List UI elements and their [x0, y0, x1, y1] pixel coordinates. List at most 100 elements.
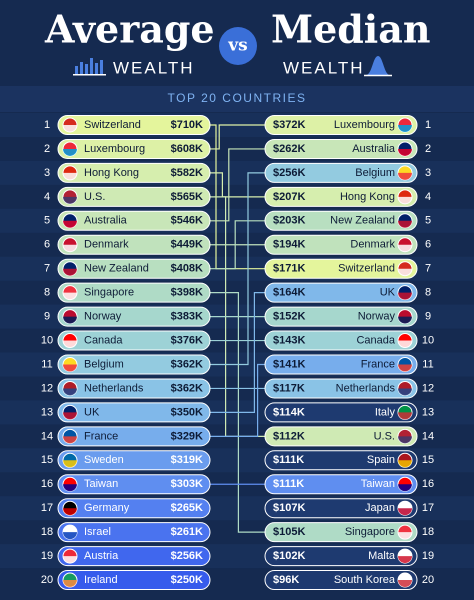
pill	[264, 234, 418, 255]
rank: 11	[422, 358, 433, 370]
rank: 1	[425, 119, 431, 131]
rank: 18	[422, 526, 434, 538]
value: $383K	[171, 311, 203, 323]
pill	[264, 258, 418, 279]
pill	[264, 330, 418, 351]
flag	[398, 580, 412, 588]
rank: 5	[44, 215, 50, 227]
value: $107K	[273, 502, 305, 514]
rank: 2	[425, 143, 431, 155]
rank: 1	[44, 119, 50, 131]
flag	[398, 532, 412, 540]
country: Luxembourg	[84, 143, 145, 155]
country: France	[84, 430, 118, 442]
pill	[57, 306, 211, 327]
rank: 5	[425, 215, 431, 227]
flag	[398, 244, 412, 252]
vs: vs	[227, 36, 247, 56]
country: Hong Kong	[84, 167, 139, 179]
rows: 1 Switzerland $710K 2 Luxembourg $608K 3 Hong K…	[41, 115, 434, 591]
pill	[264, 306, 418, 327]
flag	[63, 388, 77, 396]
flag	[63, 196, 77, 204]
pill	[264, 162, 418, 183]
rank: 6	[44, 239, 50, 251]
flag	[398, 340, 412, 348]
value: $262K	[273, 143, 305, 155]
flag	[63, 172, 77, 180]
value: $111K	[273, 478, 304, 490]
rank: 10	[41, 334, 53, 346]
connector	[210, 363, 265, 437]
flag	[63, 508, 77, 516]
pill	[57, 258, 211, 279]
country: Denmark	[350, 239, 395, 251]
value: $350K	[171, 406, 203, 418]
country: Switzerland	[338, 263, 395, 275]
value: $143K	[273, 334, 305, 346]
country: UK	[84, 406, 100, 418]
pill	[57, 546, 211, 567]
flag	[63, 460, 77, 468]
country: Luxembourg	[334, 119, 395, 131]
rank: 10	[422, 334, 434, 346]
flag	[398, 364, 412, 372]
pill	[57, 378, 211, 399]
country: Belgium	[355, 167, 395, 179]
pill	[264, 115, 418, 135]
rank: 16	[41, 478, 53, 490]
pill	[264, 570, 418, 591]
pill	[57, 402, 211, 423]
value: $376K	[171, 334, 203, 346]
rank: 2	[44, 143, 50, 155]
pill	[57, 474, 211, 495]
flag	[63, 532, 77, 540]
flag	[398, 556, 412, 564]
value: $117K	[273, 382, 305, 394]
rank: 13	[422, 406, 434, 418]
flag	[63, 580, 77, 588]
value: $362K	[171, 382, 203, 394]
flag	[63, 220, 77, 228]
pill	[264, 498, 418, 519]
country: Ireland	[84, 574, 118, 586]
vs-badge	[219, 27, 257, 65]
pill	[57, 354, 211, 375]
flag	[398, 125, 412, 132]
value: $582K	[171, 167, 203, 179]
band-label: TOP 20 COUNTRIES	[168, 91, 307, 105]
country: Malta	[368, 550, 396, 562]
country: Switzerland	[84, 119, 141, 131]
bell-icon	[366, 56, 390, 75]
flag	[63, 268, 77, 276]
country: Canada	[84, 334, 123, 346]
pill	[57, 522, 211, 543]
flag	[63, 148, 77, 156]
flag	[63, 412, 77, 420]
flag	[398, 316, 412, 324]
pill	[264, 282, 418, 303]
value: $112K	[273, 430, 305, 442]
value: $141K	[273, 358, 305, 370]
country: Spain	[367, 454, 395, 466]
country: Israel	[84, 526, 111, 538]
pill	[57, 186, 211, 207]
value: $608K	[171, 143, 203, 155]
bar-icon	[73, 58, 106, 76]
rank: 6	[425, 239, 431, 251]
rank: 4	[44, 191, 50, 203]
value: $710K	[171, 119, 203, 131]
pill	[57, 282, 211, 303]
country: Hong Kong	[340, 191, 395, 203]
rank: 7	[44, 263, 50, 275]
rank: 19	[41, 550, 53, 562]
country: Norway	[84, 311, 122, 323]
pill	[57, 450, 211, 471]
value: $96K	[273, 574, 299, 586]
value: $102K	[273, 550, 305, 562]
rank: 12	[41, 382, 53, 394]
flag	[63, 244, 77, 252]
connector	[210, 172, 265, 198]
flag	[63, 556, 77, 564]
value: $408K	[171, 263, 203, 275]
